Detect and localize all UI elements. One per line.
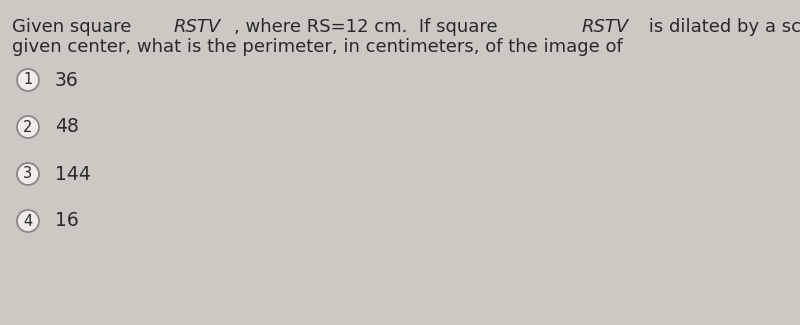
Text: 1: 1	[23, 72, 33, 87]
Text: 16: 16	[55, 212, 78, 230]
Text: given center, what is the perimeter, in centimeters, of the image of: given center, what is the perimeter, in …	[12, 38, 629, 56]
Text: 36: 36	[55, 71, 78, 89]
Circle shape	[17, 210, 39, 232]
Circle shape	[17, 69, 39, 91]
Circle shape	[17, 116, 39, 138]
Circle shape	[17, 163, 39, 185]
Text: 4: 4	[23, 214, 33, 228]
Text: RSTV: RSTV	[174, 18, 221, 36]
Text: 144: 144	[55, 164, 91, 184]
Text: 48: 48	[55, 118, 79, 136]
Text: RSTV: RSTV	[582, 18, 630, 36]
Text: , where RS=12 cm.  If square: , where RS=12 cm. If square	[234, 18, 504, 36]
Text: Given square: Given square	[12, 18, 137, 36]
Text: 3: 3	[23, 166, 33, 181]
Text: is dilated by a scale factor of 3 about a: is dilated by a scale factor of 3 about …	[643, 18, 800, 36]
Text: 2: 2	[23, 120, 33, 135]
